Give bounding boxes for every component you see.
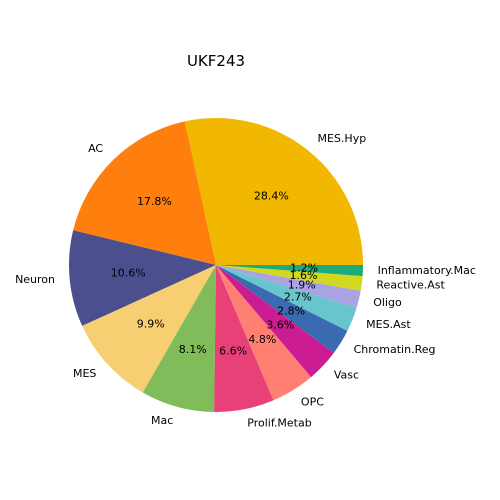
pie-slice-chromatin-reg	[216, 265, 348, 353]
slice-label-opc: OPC	[301, 396, 324, 409]
slice-pct-mes-ast: 2.7%	[284, 291, 312, 304]
slice-pct-oligo: 1.9%	[288, 279, 316, 292]
slice-label-inflammatory-mac: Inflammatory.Mac	[378, 264, 476, 277]
slice-label-vasc: Vasc	[334, 369, 359, 382]
slice-pct-reactive-ast: 1.6%	[290, 269, 318, 282]
pie-slice-mac	[142, 265, 216, 412]
slice-label-mes-hyp: MES.Hyp	[318, 132, 367, 145]
slice-pct-ac: 17.8%	[137, 195, 172, 208]
slice-label-ac: AC	[88, 142, 103, 155]
slice-label-mac: Mac	[151, 414, 173, 427]
pie-slice-inflammatory-mac	[216, 265, 363, 277]
slice-label-reactive-ast: Reactive.Ast	[376, 278, 445, 291]
pie-slice-ac	[73, 121, 216, 265]
pie-slice-mes	[82, 265, 217, 393]
slice-pct-vasc: 3.6%	[266, 318, 294, 331]
pie-slice-opc	[216, 265, 312, 401]
slice-pct-prolif-metab: 6.6%	[219, 345, 247, 358]
slice-label-prolif-metab: Prolif.Metab	[247, 417, 311, 430]
pie-slice-neuron	[68, 230, 216, 326]
slice-pct-mes: 9.9%	[137, 317, 165, 330]
slice-pct-inflammatory-mac: 1.2%	[290, 261, 318, 274]
slice-label-neuron: Neuron	[15, 273, 55, 286]
pie-slice-reactive-ast	[216, 265, 363, 291]
chart-title: UKF243	[187, 52, 245, 70]
pie-slice-mes-ast	[216, 265, 357, 331]
slice-pct-mac: 8.1%	[179, 343, 207, 356]
pie-slice-oligo	[216, 265, 361, 308]
pie-slice-vasc	[216, 265, 334, 378]
slice-label-oligo: Oligo	[373, 296, 402, 309]
slice-pct-chromatin-reg: 2.8%	[277, 304, 305, 317]
pie-slice-prolif-metab	[214, 265, 274, 413]
slice-label-chromatin-reg: Chromatin.Reg	[354, 343, 436, 356]
slice-pct-mes-hyp: 28.4%	[254, 189, 289, 202]
pie-slice-mes-hyp	[184, 117, 363, 265]
slice-label-mes: MES	[73, 367, 96, 380]
slice-label-mes-ast: MES.Ast	[366, 318, 411, 331]
pie-slices	[68, 117, 363, 413]
slice-pct-opc: 4.8%	[248, 333, 276, 346]
pie-labels: MES.Hyp 28.4% AC 17.8% Neuron 10.6% MES 9.9% Mac…	[15, 132, 476, 430]
slice-pct-neuron: 10.6%	[111, 266, 146, 279]
